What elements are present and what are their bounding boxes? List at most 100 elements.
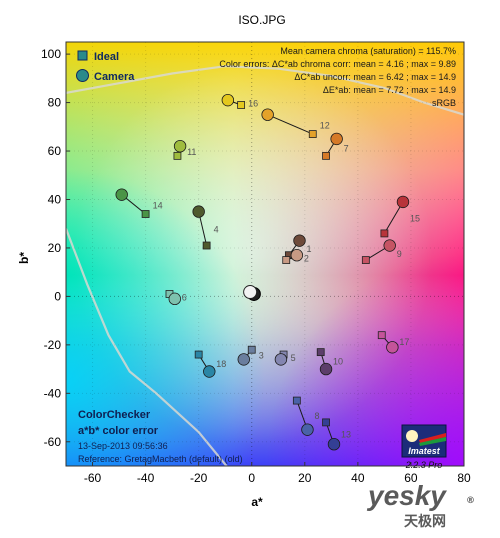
patch-number-16: 16 (248, 99, 258, 109)
watermark: yesky ® 天极网 (366, 480, 475, 530)
patch-number-1: 1 (306, 244, 311, 254)
stat-chroma-corr: Color errors: ΔC*ab chroma corr: mean = … (219, 59, 456, 69)
footer-timestamp: 13-Sep-2013 09:56:36 (78, 441, 168, 451)
patch-number-15: 15 (410, 214, 420, 224)
legend: Ideal Camera (76, 50, 135, 83)
error-stats: Mean camera chroma (saturation) = 115.7%… (219, 46, 456, 108)
footer-colorchecker: ColorChecker (78, 409, 151, 421)
patch-ideal-9 (361, 256, 370, 264)
patch-camera-9 (383, 239, 396, 252)
patch-camera-6 (168, 292, 181, 306)
x-tick-label: 0 (248, 471, 255, 485)
y-tick-label: 40 (48, 192, 62, 206)
patch-camera-8 (301, 423, 314, 436)
patch-camera-4 (192, 205, 205, 218)
chart-footer-info: ColorChecker a*b* color error 13-Sep-201… (78, 409, 243, 464)
patch-ideal-11 (173, 151, 182, 160)
patch-camera-14 (115, 188, 128, 201)
patch-camera-3 (237, 353, 250, 366)
patch-ideal-16 (237, 101, 246, 109)
patch-camera-2 (290, 249, 304, 262)
patch-camera-1 (293, 234, 306, 247)
stat-colorspace: sRGB (432, 98, 456, 108)
patch-number-4: 4 (214, 225, 219, 235)
patch-camera-13 (327, 437, 341, 451)
patch-ideal-3 (247, 345, 256, 354)
y-tick-label: 20 (48, 241, 62, 255)
x-tick-label: -40 (137, 471, 155, 485)
neutral-marker-light (243, 285, 258, 300)
plot-frame (65, 41, 465, 467)
patch-number-9: 9 (397, 249, 402, 259)
patch-ideal-10 (316, 348, 325, 357)
patch-camera-11 (173, 139, 187, 153)
patch-ideal-7 (322, 151, 330, 160)
patch-ideal-4 (202, 241, 211, 250)
patch-number-6: 6 (182, 292, 187, 302)
patch-number-18: 18 (216, 359, 226, 369)
patch-ideal-17 (377, 331, 386, 340)
patch-error-line-12 (267, 114, 313, 135)
axis-ticks: -60 -40 -20 0 20 40 60 80 -60 -40 -20 0 20 40 60 80 100 (41, 47, 471, 485)
patch-number-8: 8 (314, 411, 319, 421)
patch-ideal-13 (322, 418, 330, 427)
patch-camera-18 (203, 365, 216, 378)
patch-number-10: 10 (333, 357, 343, 367)
patch-ideal-18 (194, 350, 203, 359)
watermark-registered: ® (466, 496, 475, 506)
logo-sun-icon (406, 430, 418, 442)
y-tick-label: 60 (48, 144, 62, 158)
patch-camera-16 (221, 93, 235, 107)
y-tick-label: 100 (41, 47, 61, 61)
srgb-gamut-boundary (66, 65, 464, 466)
legend-camera-label: Camera (94, 71, 135, 83)
legend-ideal-marker (77, 50, 88, 61)
patch-number-3: 3 (259, 351, 264, 361)
y-tick-label: 0 (54, 289, 61, 303)
patch-number-14: 14 (153, 200, 163, 210)
stat-delta-e: ΔE*ab: mean = 7.72 ; max = 14.9 (323, 85, 456, 95)
patch-camera-7 (330, 132, 343, 146)
legend-camera-marker (76, 69, 89, 82)
y-tick-label: -20 (44, 338, 62, 352)
x-tick-label: -20 (190, 471, 208, 485)
logo-version: 2.2.3 Pro (405, 460, 443, 470)
patch-camera-15 (396, 195, 410, 209)
x-axis-label: a* (251, 495, 263, 509)
patch-number-12: 12 (320, 120, 330, 130)
x-tick-label: 20 (298, 471, 312, 485)
patch-number-11: 11 (187, 147, 196, 157)
patch-camera-17 (386, 341, 399, 354)
patch-camera-10 (319, 362, 333, 376)
legend-ideal-label: Ideal (94, 51, 119, 63)
grid-lines (66, 42, 464, 466)
patch-ideal-2 (282, 256, 291, 264)
gamut-curve-left (66, 228, 228, 466)
patch-ideal-15 (380, 229, 389, 238)
x-tick-label: 60 (404, 471, 418, 485)
patch-number-7: 7 (344, 143, 349, 153)
patch-number-13: 13 (341, 429, 351, 439)
x-tick-label: 80 (457, 471, 471, 485)
patch-ideal-12 (308, 130, 317, 138)
patch-number-2: 2 (304, 254, 309, 264)
y-tick-label: 80 (48, 96, 62, 110)
patch-camera-5 (274, 353, 288, 366)
y-tick-label: -60 (44, 435, 62, 449)
watermark-yesky: yesky (366, 480, 447, 511)
stat-chroma-uncorr: ΔC*ab uncorr: mean = 6.42 ; max = 14.9 (294, 72, 456, 82)
x-tick-label: -60 (84, 471, 102, 485)
chart-title: ISO.JPG (238, 13, 285, 27)
y-tick-label: -40 (44, 386, 62, 400)
patch-camera-12 (261, 108, 274, 121)
patch-ideal-14 (141, 210, 150, 218)
gamut-curve-top (66, 65, 464, 116)
patch-ideal-8 (292, 396, 301, 405)
footer-reference: Reference: GretagMacbeth (default) (old) (78, 454, 243, 464)
footer-error-type: a*b* color error (78, 425, 159, 437)
x-tick-label: 40 (351, 471, 365, 485)
patch-number-17: 17 (399, 337, 409, 347)
logo-text: Imatest (408, 446, 441, 456)
